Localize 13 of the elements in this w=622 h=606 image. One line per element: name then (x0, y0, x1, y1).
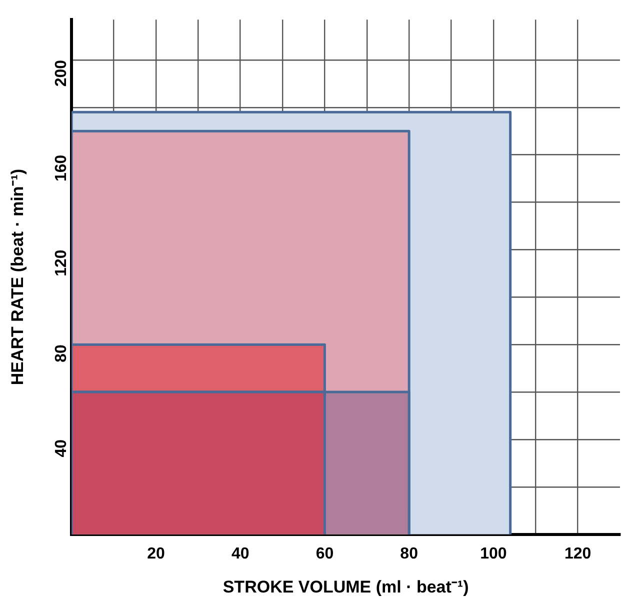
x-tick-label: 40 (231, 545, 250, 562)
y-tick-label: 200 (53, 60, 70, 87)
y-axis-title: HEART RATE (beat · min⁻¹) (8, 168, 27, 386)
x-axis-title: STROKE VOLUME (ml · beat⁻¹) (222, 577, 469, 596)
y-tick-label: 120 (53, 250, 70, 276)
x-tick-label: 60 (316, 545, 334, 562)
x-tick-label: 120 (564, 545, 592, 562)
y-tick-label: 40 (53, 439, 70, 458)
x-tick-label: 80 (400, 545, 418, 562)
x-tick-label: 20 (147, 545, 165, 562)
x-tick-label: 100 (480, 545, 507, 562)
y-tick-label: 80 (53, 344, 70, 362)
y-tick-label: 160 (53, 154, 70, 182)
